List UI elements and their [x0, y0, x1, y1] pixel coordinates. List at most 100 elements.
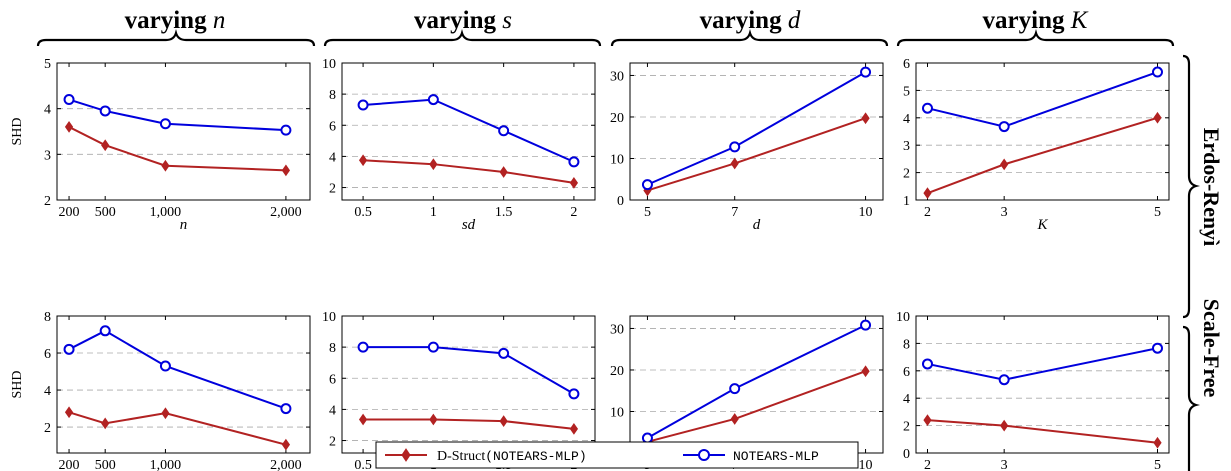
- data-point-notears: [998, 374, 1010, 386]
- y-tick-label: 3: [44, 148, 51, 163]
- legend-label-dstruct: D-Struct(NOTEARS-MLP): [437, 449, 587, 464]
- data-point-notears: [922, 358, 933, 370]
- series-line-dstruct: [647, 117, 866, 192]
- y-tick-label: 6: [903, 57, 910, 72]
- x-tick-label: 2: [924, 205, 931, 220]
- legend-circle-icon: [698, 449, 710, 461]
- data-point-dstruct: [569, 422, 579, 435]
- row-headers: Erdos-Renyì Scale-Free: [1199, 128, 1224, 398]
- data-point-dstruct: [429, 413, 438, 426]
- x-tick-label: 10: [859, 205, 873, 220]
- y-tick-label: 4: [903, 392, 910, 407]
- series-line-notears: [647, 71, 867, 186]
- x-tick-label: 0.5: [354, 458, 372, 471]
- data-point-dstruct: [861, 112, 870, 125]
- y-tick-label: 3: [903, 139, 910, 154]
- legend-diamond-icon: [401, 448, 411, 462]
- x-tick-label: 1,000: [150, 458, 182, 471]
- brace-row-er: [1182, 54, 1200, 319]
- data-point-notears: [427, 341, 439, 353]
- data-point-dstruct: [161, 159, 170, 172]
- data-point-notears: [159, 360, 171, 372]
- data-point-notears: [498, 125, 510, 137]
- data-point-notears: [99, 105, 111, 117]
- y-tick-label: 6: [329, 119, 336, 134]
- plot-frame: [629, 62, 884, 201]
- series-line-notears: [68, 98, 286, 132]
- brace-n: [36, 29, 316, 47]
- x-tick-label: 5: [644, 205, 651, 220]
- x-tick-label: 2,000: [270, 458, 302, 471]
- x-tick-label: 7: [731, 205, 738, 220]
- data-point-notears: [357, 341, 369, 353]
- y-tick-label: 8: [329, 88, 336, 103]
- data-point-notears: [498, 347, 510, 359]
- x-axis-label: d: [753, 217, 761, 233]
- data-point-notears: [998, 121, 1010, 133]
- y-tick-label: 30: [610, 69, 624, 84]
- data-point-notears: [427, 94, 439, 106]
- data-point-dstruct: [358, 413, 368, 426]
- data-point-dstruct: [358, 154, 368, 167]
- chart-panel-r0-c0: 2 3 4 5 200 500 1,000 2,000 n SHD: [10, 57, 311, 233]
- series-line-dstruct: [68, 126, 286, 172]
- legend: D-Struct(NOTEARS-MLP) NOTEARS-MLP: [375, 441, 859, 469]
- y-tick-label: 2: [903, 167, 910, 182]
- col-header-s: varying s: [414, 7, 512, 34]
- data-point-dstruct: [1153, 436, 1162, 449]
- x-tick-label: 5: [1154, 458, 1161, 471]
- series-line-notears: [363, 346, 575, 395]
- x-tick-label: 2: [924, 458, 931, 471]
- data-point-dstruct: [64, 121, 74, 133]
- y-tick-label: 10: [896, 310, 910, 325]
- data-point-dstruct: [101, 417, 110, 430]
- brace-K: [896, 29, 1175, 47]
- series-line-dstruct: [927, 116, 1158, 195]
- column-headers: varying n varying s varying d varying K: [125, 7, 1089, 34]
- col-header-n: varying n: [125, 7, 226, 34]
- y-tick-label: 5: [903, 84, 910, 99]
- y-tick-label: 2: [44, 194, 51, 209]
- y-tick-label: 4: [329, 403, 336, 418]
- x-tick-label: 2,000: [270, 205, 302, 220]
- data-point-dstruct: [1000, 158, 1009, 171]
- plot-frame: [56, 62, 311, 201]
- y-tick-label: 5: [44, 57, 51, 72]
- row-header-erdos-renyi: Erdos-Renyì: [1199, 128, 1224, 247]
- data-point-dstruct: [101, 139, 110, 152]
- x-tick-label: 200: [59, 458, 80, 471]
- x-tick-label: 5: [1154, 205, 1161, 220]
- series-line-dstruct: [363, 418, 575, 430]
- series-line-notears: [68, 329, 287, 410]
- y-tick-label: 20: [610, 111, 624, 126]
- data-point-notears: [922, 102, 933, 114]
- x-tick-label: 0.5: [354, 205, 372, 220]
- plot-frame: [915, 62, 1170, 201]
- y-tick-label: 6: [329, 372, 336, 387]
- data-point-dstruct: [499, 166, 508, 178]
- y-tick-label: 2: [329, 435, 336, 450]
- row-braces: [1182, 54, 1200, 471]
- data-point-notears: [860, 319, 872, 331]
- y-tick-label: 10: [322, 57, 336, 72]
- data-point-dstruct: [923, 187, 932, 200]
- data-point-notears: [63, 94, 75, 106]
- y-tick-label: 2: [329, 182, 336, 197]
- plot-frame: [915, 315, 1170, 454]
- series-line-dstruct: [647, 370, 866, 443]
- y-axis-label: SHD: [10, 117, 25, 145]
- data-point-dstruct: [730, 157, 739, 170]
- plot-frame: [341, 62, 596, 201]
- y-tick-label: 4: [44, 103, 51, 118]
- y-tick-label: 4: [903, 112, 910, 127]
- data-point-dstruct: [161, 407, 170, 420]
- data-point-dstruct: [861, 365, 870, 378]
- y-tick-label: 10: [322, 310, 336, 325]
- series-line-notears: [927, 347, 1158, 381]
- brace-d: [610, 29, 889, 47]
- col-header-K: varying K: [983, 7, 1089, 34]
